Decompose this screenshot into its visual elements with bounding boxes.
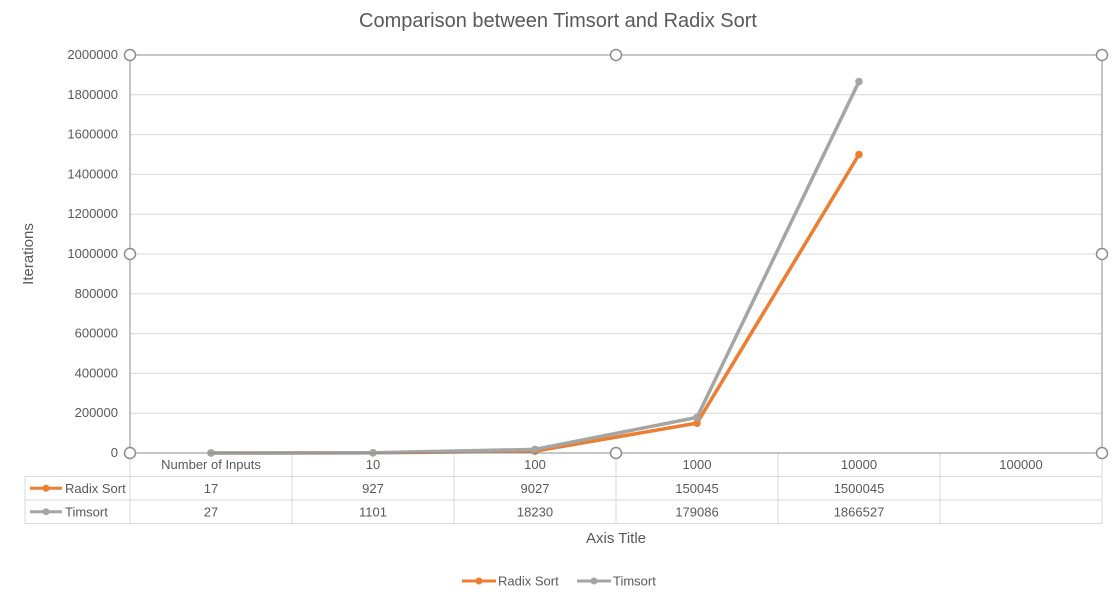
legend-key-marker	[590, 577, 598, 585]
table-series-name: Timsort	[65, 504, 108, 519]
x-category-label: 1000	[683, 457, 712, 472]
y-tick-label: 200000	[75, 405, 118, 420]
x-category-label: 100	[524, 457, 546, 472]
legend-label: Timsort	[613, 574, 656, 589]
gridlines	[130, 54, 1102, 454]
table-cell: 1500045	[834, 481, 885, 496]
y-tick-label: 600000	[75, 326, 118, 341]
table-cell: 150045	[675, 481, 718, 496]
series-line	[209, 79, 861, 455]
y-tick-label: 1600000	[67, 127, 118, 142]
y-tick-label: 2000000	[67, 47, 118, 62]
x-axis-title: Axis Title	[586, 530, 646, 547]
legend-key-marker	[475, 577, 483, 585]
y-tick-label: 800000	[75, 286, 118, 301]
x-category-label: Number of Inputs	[161, 457, 261, 472]
series-point	[855, 150, 863, 159]
y-axis-title: Iterations	[20, 223, 37, 285]
table-cell: 1866527	[834, 504, 885, 519]
y-axis-ticks: 0 200000 400000 600000 800000 1000000 1200000 1…	[67, 47, 118, 460]
legend: Radix Sort Timsort	[462, 574, 656, 589]
legend-label: Radix Sort	[498, 574, 559, 589]
table-cell: 18230	[517, 504, 553, 519]
table-cell: 9027	[521, 481, 550, 496]
y-tick-label: 400000	[75, 365, 118, 380]
table-series-name: Radix Sort	[65, 481, 126, 496]
resize-handle[interactable]	[123, 48, 137, 62]
table-cell: 1101	[359, 504, 387, 519]
y-tick-label: 1800000	[67, 87, 118, 102]
x-category-label: 10	[366, 457, 380, 472]
chart-title: Comparison between Timsort and Radix Sor…	[359, 10, 757, 32]
table-cell: 27	[204, 504, 218, 519]
y-tick-label: 1000000	[67, 246, 118, 261]
series-point	[693, 413, 701, 422]
resize-handle[interactable]	[123, 247, 137, 261]
y-tick-label: 1200000	[67, 206, 118, 221]
series-point	[855, 77, 863, 86]
resize-handle[interactable]	[1095, 446, 1109, 460]
y-tick-label: 1400000	[67, 166, 118, 181]
table-cell: 179086	[675, 504, 718, 519]
x-category-label: 100000	[999, 457, 1042, 472]
selection-handles[interactable]	[123, 48, 1109, 460]
resize-handle[interactable]	[609, 48, 623, 62]
resize-handle[interactable]	[1095, 247, 1109, 261]
series-line	[209, 152, 861, 455]
resize-handle[interactable]	[123, 446, 137, 460]
data-table: Number of Inputs 10 100 1000 10000 100000 Radi…	[24, 453, 1103, 524]
y-tick-label: 0	[111, 445, 118, 460]
resize-handle[interactable]	[609, 446, 623, 460]
table-cell: 17	[204, 481, 218, 496]
table-legend-key-marker	[42, 508, 50, 516]
table-legend-key-marker	[42, 484, 50, 492]
x-category-label: 10000	[841, 457, 877, 472]
resize-handle[interactable]	[1095, 48, 1109, 62]
series-point	[693, 419, 701, 427]
series-point	[531, 445, 539, 454]
table-cell: 927	[362, 481, 384, 496]
